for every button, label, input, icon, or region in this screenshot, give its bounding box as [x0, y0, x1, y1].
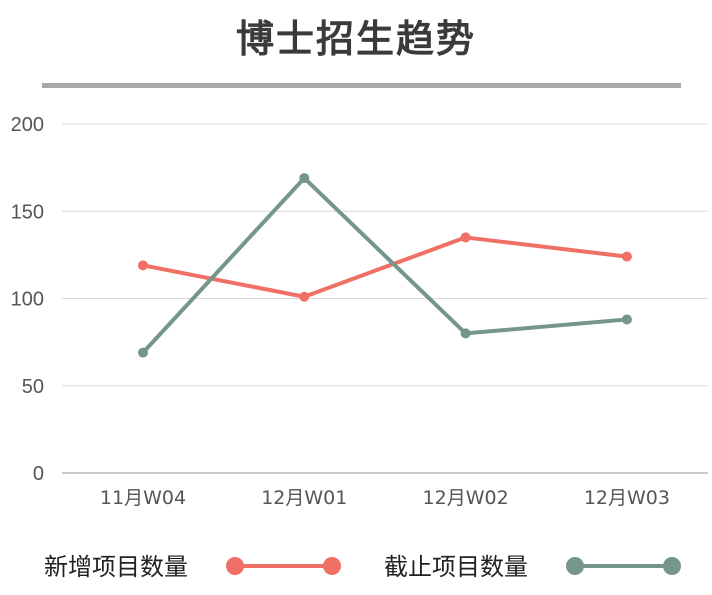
series-line-2	[141, 176, 628, 354]
data-point	[460, 232, 471, 243]
y-tick-label: 100	[11, 289, 44, 311]
series-line-1	[142, 235, 628, 299]
x-tick-label: 11月W04	[100, 487, 186, 509]
y-tick-label: 50	[22, 376, 44, 398]
x-tick-label: 12月W03	[584, 487, 670, 509]
legend-swatch-dot	[323, 557, 341, 575]
legend-swatch-dot	[663, 557, 681, 575]
y-tick-label: 0	[33, 463, 44, 485]
x-tick-label: 12月W02	[423, 487, 509, 509]
data-point	[621, 251, 632, 262]
data-point	[621, 314, 632, 325]
y-axis-ticks: 0 50 100 150 200	[11, 114, 44, 485]
legend-swatch-dot	[566, 557, 584, 575]
title-underline	[42, 83, 681, 88]
chart-title: 博士招生趋势	[235, 17, 476, 61]
legend-label: 截止项目数量	[384, 553, 528, 581]
data-point	[460, 328, 471, 339]
legend: 新增项目数量 截止项目数量	[44, 553, 681, 581]
y-tick-label: 200	[11, 114, 44, 136]
legend-swatch-dot	[226, 557, 244, 575]
data-point	[299, 173, 310, 184]
gridlines	[62, 123, 708, 474]
x-axis-ticks: 11月W04 12月W01 12月W02 12月W03	[100, 487, 670, 509]
data-point	[299, 291, 310, 302]
data-point	[138, 347, 148, 358]
data-point	[138, 260, 148, 271]
legend-label: 新增项目数量	[44, 553, 188, 581]
x-tick-label: 12月W01	[261, 487, 347, 509]
series-lines	[138, 173, 632, 358]
y-tick-label: 150	[11, 201, 44, 223]
